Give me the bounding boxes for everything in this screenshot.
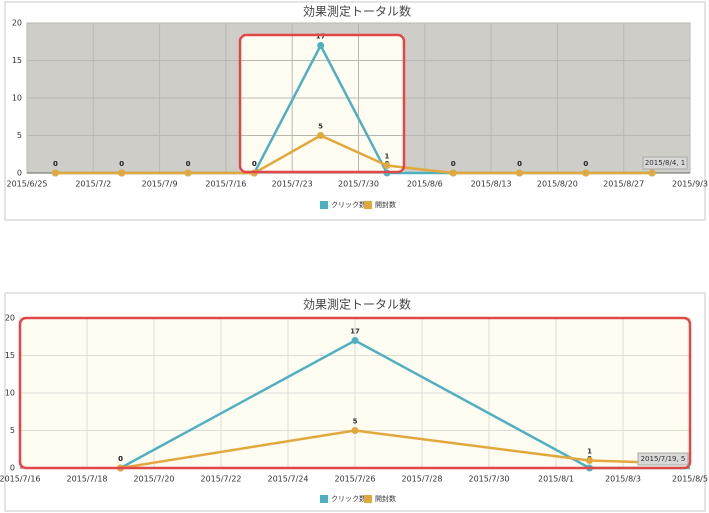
data-label: 0	[186, 160, 191, 168]
legend-label: クリック数	[331, 494, 366, 503]
data-label: 0	[517, 160, 522, 168]
data-point	[51, 169, 59, 177]
x-tick-label: 2015/7/2	[75, 180, 111, 189]
data-label: 0	[119, 160, 124, 168]
data-point	[449, 169, 457, 177]
legend-swatch	[364, 495, 372, 503]
y-tick-label: 5	[10, 426, 15, 435]
x-tick-label: 2015/8/6	[407, 180, 443, 189]
x-tick-label: 2015/7/16	[0, 475, 41, 484]
selection-border	[238, 33, 406, 174]
x-tick-label: 2015/8/27	[603, 180, 644, 189]
tooltip: 2015/7/19, 5	[641, 455, 686, 463]
y-tick-label: 10	[12, 94, 22, 103]
data-point	[184, 169, 192, 177]
tooltip-box	[642, 156, 688, 170]
y-tick-label: 20	[12, 19, 22, 28]
x-tick-label: 2015/7/18	[66, 475, 107, 484]
data-label: 0	[53, 160, 58, 168]
data-label: 0	[119, 160, 124, 168]
x-tick-label: 2015/9/3	[672, 180, 708, 189]
x-tick-label: 2015/7/28	[401, 475, 442, 484]
data-point	[648, 169, 656, 177]
data-label: 0	[451, 160, 456, 168]
legend-label: 開封数	[375, 494, 396, 503]
data-label: 0	[252, 160, 257, 168]
legend-label: 開封数	[375, 200, 396, 209]
data-point	[582, 169, 590, 177]
legend-swatch	[320, 495, 328, 503]
legend-swatch	[320, 201, 328, 209]
data-point	[351, 337, 359, 344]
x-tick-label: 2015/8/13	[471, 180, 512, 189]
legend-label: クリック数	[331, 200, 366, 209]
x-tick-label: 2015/7/30	[468, 475, 509, 484]
data-label: 0	[118, 455, 123, 463]
x-tick-label: 2015/7/26	[334, 475, 375, 484]
data-label: 0	[583, 160, 588, 168]
x-tick-label: 2015/8/3	[605, 475, 641, 484]
x-tick-label: 2015/7/16	[205, 180, 246, 189]
x-tick-label: 2015/7/9	[142, 180, 178, 189]
data-point	[516, 169, 524, 177]
series-line	[120, 429, 690, 470]
x-tick-label: 2015/7/23	[272, 180, 313, 189]
tooltip-box	[637, 452, 689, 466]
data-label: 0	[186, 160, 191, 168]
data-label: 0	[53, 160, 58, 168]
y-tick-label: 15	[12, 56, 22, 65]
y-tick-label: 10	[5, 389, 15, 398]
x-tick-label: 2015/7/20	[133, 475, 174, 484]
data-point	[383, 162, 391, 169]
x-tick-label: 2015/7/30	[338, 180, 379, 189]
series-line	[55, 134, 653, 175]
selection-border	[18, 316, 692, 470]
y-tick-label: 15	[5, 351, 15, 360]
x-tick-label: 2015/8/5	[672, 475, 708, 484]
legend-swatch	[364, 201, 372, 209]
data-label: 0	[583, 160, 588, 168]
x-tick-label: 2015/7/22	[200, 475, 241, 484]
data-point	[317, 42, 325, 49]
data-label: 0	[118, 455, 123, 463]
data-label: 0	[451, 160, 456, 168]
data-label: 1	[384, 153, 389, 161]
data-label: 17	[350, 328, 360, 336]
data-label: 0	[252, 160, 257, 168]
y-tick-label: 20	[5, 314, 15, 323]
tooltip: 2015/8/4, 1	[645, 159, 685, 167]
data-point	[317, 132, 325, 139]
data-point	[351, 427, 359, 434]
x-tick-label: 2015/7/24	[267, 475, 308, 484]
series-line	[119, 339, 690, 470]
data-label: 0	[517, 160, 522, 168]
data-label: 5	[353, 418, 358, 426]
y-tick-label: 0	[17, 169, 22, 178]
data-label: 5	[318, 123, 323, 131]
y-tick-label: 5	[17, 131, 22, 140]
chart-title: 効果測定トータル数	[303, 4, 411, 19]
y-tick-label: 0	[10, 464, 15, 473]
x-tick-label: 2015/6/25	[6, 180, 47, 189]
data-label: 1	[587, 448, 592, 456]
data-point	[586, 457, 593, 464]
data-label: 17	[316, 33, 326, 41]
chart-title: 効果測定トータル数	[303, 297, 411, 312]
data-point	[118, 169, 126, 177]
x-tick-label: 2015/8/20	[537, 180, 578, 189]
plot-series: 017000510	[117, 328, 690, 472]
x-tick-label: 2015/8/1	[538, 475, 574, 484]
